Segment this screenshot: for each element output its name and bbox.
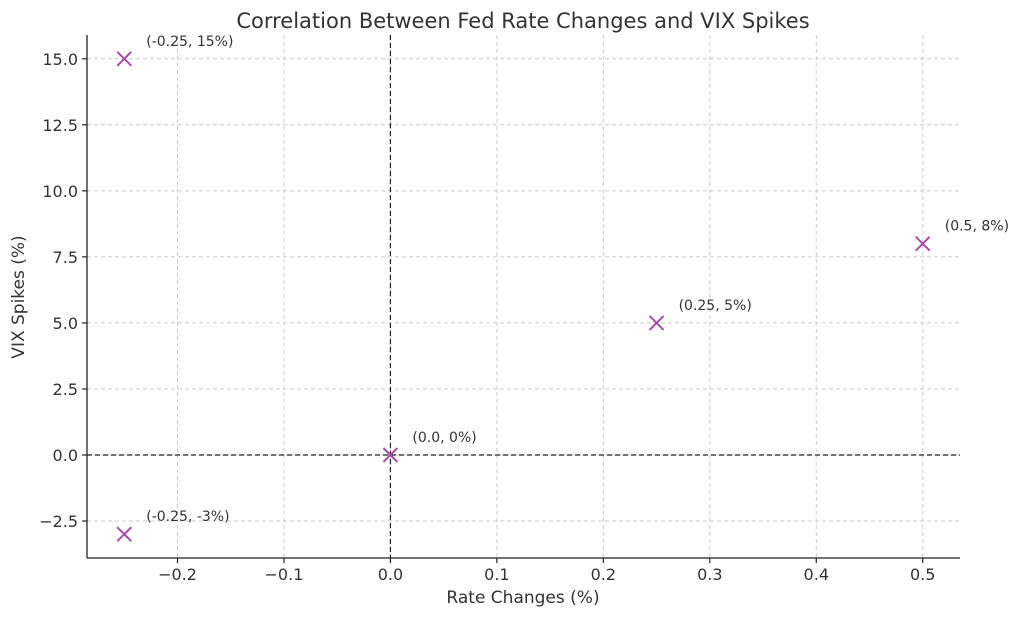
y-tick-label: 5.0 — [53, 314, 78, 333]
y-tick-label: 7.5 — [53, 248, 78, 267]
data-point — [648, 315, 665, 331]
data-points — [116, 51, 931, 542]
y-tick-label: 12.5 — [42, 116, 78, 135]
data-point — [915, 235, 931, 252]
y-tick-label: 2.5 — [53, 380, 78, 399]
data-point-stroke — [915, 235, 931, 252]
x-tick-label: −0.1 — [265, 565, 304, 584]
data-label: (0.25, 5%) — [679, 298, 752, 314]
y-tick-label: 10.0 — [42, 182, 78, 201]
data-point-stroke — [382, 447, 399, 463]
chart-title: Correlation Between Fed Rate Changes and… — [236, 9, 809, 33]
reference-lines — [87, 35, 960, 558]
point-labels: (-0.25, 15%) (-0.25, -3%) (0.0, 0%) (0.25, … — [146, 34, 1009, 525]
axes — [86, 35, 960, 559]
data-point — [116, 51, 132, 67]
x-tick-label: 0.0 — [378, 565, 403, 584]
x-tick-label: 0.4 — [804, 565, 829, 584]
data-label: (0.5, 8%) — [945, 219, 1009, 235]
x-tick-label: 0.3 — [697, 565, 722, 584]
x-tick-label: 0.5 — [910, 565, 935, 584]
x-tick-label: −0.2 — [158, 565, 197, 584]
grid — [87, 35, 960, 558]
data-label: (-0.25, 15%) — [146, 34, 233, 50]
y-tick-label: −2.5 — [39, 512, 78, 531]
x-tick-label: 0.1 — [484, 565, 509, 584]
x-axis-label: Rate Changes (%) — [446, 588, 599, 608]
y-axis-label: VIX Spikes (%) — [9, 235, 29, 358]
data-point-stroke — [648, 315, 665, 331]
x-tick-label: 0.2 — [591, 565, 616, 584]
data-point-stroke — [116, 526, 132, 542]
y-tick-label: 15.0 — [42, 50, 78, 69]
data-point — [116, 526, 132, 542]
ticks: −0.2 −0.1 0.0 0.1 0.2 0.3 0.4 0.5 −2.5 0.0 2.5 5.0 7… — [39, 50, 935, 584]
y-tick-label: 0.0 — [53, 446, 78, 465]
data-point-stroke — [116, 51, 132, 67]
data-point — [382, 447, 399, 463]
data-label: (0.0, 0%) — [412, 430, 476, 446]
data-label: (-0.25, -3%) — [146, 509, 229, 525]
